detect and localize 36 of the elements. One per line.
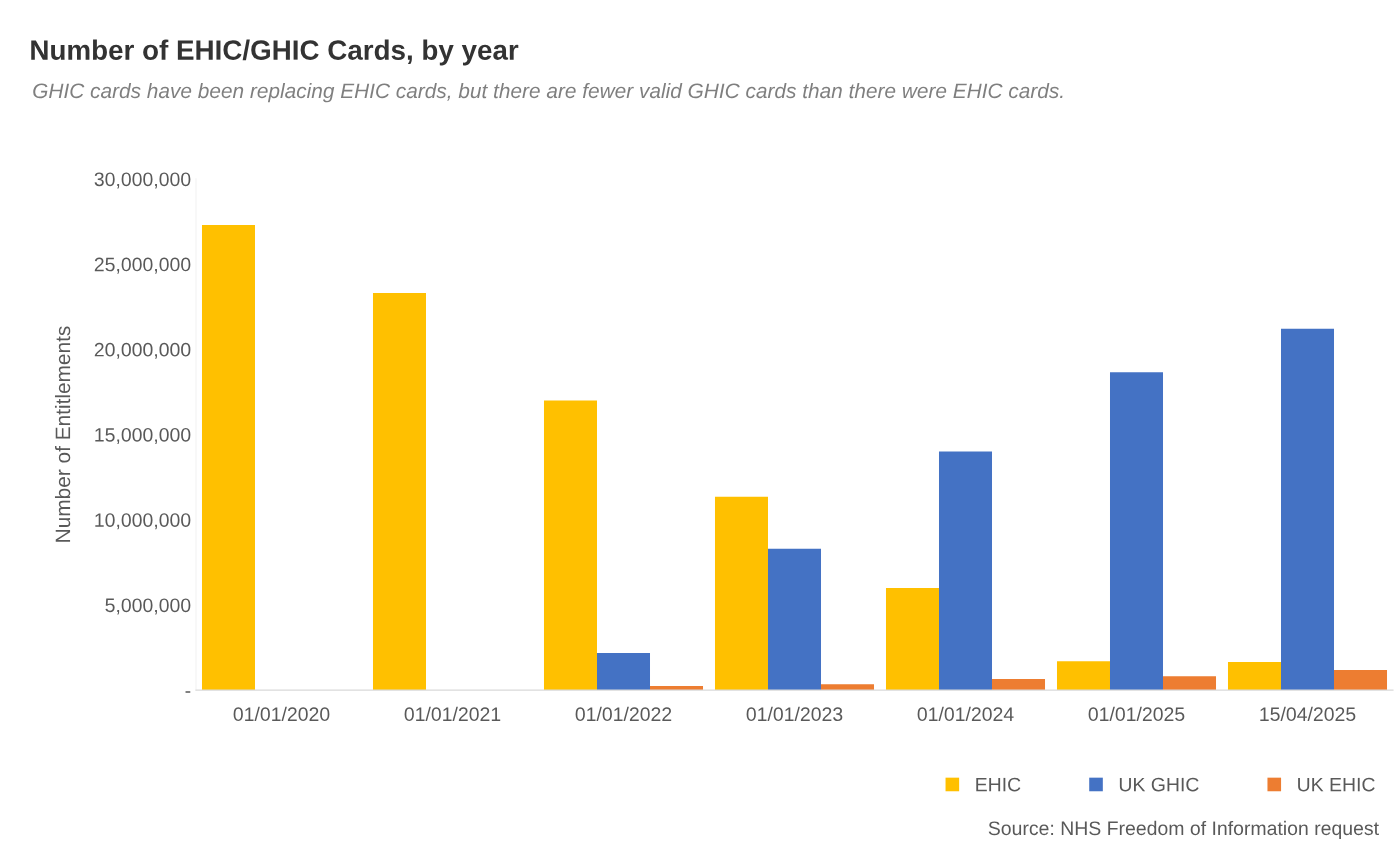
bar [767, 548, 821, 691]
bar [201, 224, 255, 691]
y-tick-label: - [185, 691, 191, 693]
chart-subtitle: GHIC cards have been replacing EHIC cards, but there are fewer valid GHIC cards than there were EHIC cards. [33, 82, 1063, 103]
x-tick-label: 01/01/2023 [746, 706, 843, 722]
bar [597, 652, 651, 691]
x-tick-label: 01/01/2024 [917, 706, 1014, 722]
y-tick-label: 5,000,000 [105, 598, 191, 615]
bar [1334, 670, 1388, 691]
x-tick-label: 01/01/2020 [233, 706, 330, 722]
y-tick-label: 15,000,000 [95, 427, 191, 445]
bar [372, 293, 426, 691]
bar [1056, 661, 1110, 691]
bar [543, 400, 597, 691]
bar [1109, 372, 1163, 691]
y-tick-label: 25,000,000 [94, 257, 191, 274]
bar [1227, 662, 1281, 691]
x-tick-label: 01/01/2022 [575, 706, 672, 722]
legend-label: UK EHIC [1298, 777, 1375, 792]
x-tick-label: 01/01/2025 [1088, 706, 1185, 722]
bar [938, 451, 992, 691]
legend-label: EHIC [976, 777, 1021, 792]
bar [992, 679, 1046, 691]
bar [885, 587, 939, 691]
bar [1163, 676, 1217, 691]
legend-label: UK GHIC [1119, 777, 1199, 792]
y-axis-title: Number of Entitlements [54, 326, 71, 542]
y-tick-label: 30,000,000 [94, 172, 191, 189]
x-tick-label: 01/01/2021 [404, 706, 501, 722]
x-tick-label: 15/04/2025 [1260, 706, 1356, 722]
source-note: Source: NHS Freedom of Information request [988, 820, 1379, 839]
chart-title: Number of EHIC/GHIC Cards, by year [31, 39, 519, 66]
y-tick-label: 20,000,000 [94, 342, 191, 359]
y-tick-label: 10,000,000 [95, 513, 191, 530]
bar [714, 496, 768, 691]
bar [1280, 328, 1334, 691]
